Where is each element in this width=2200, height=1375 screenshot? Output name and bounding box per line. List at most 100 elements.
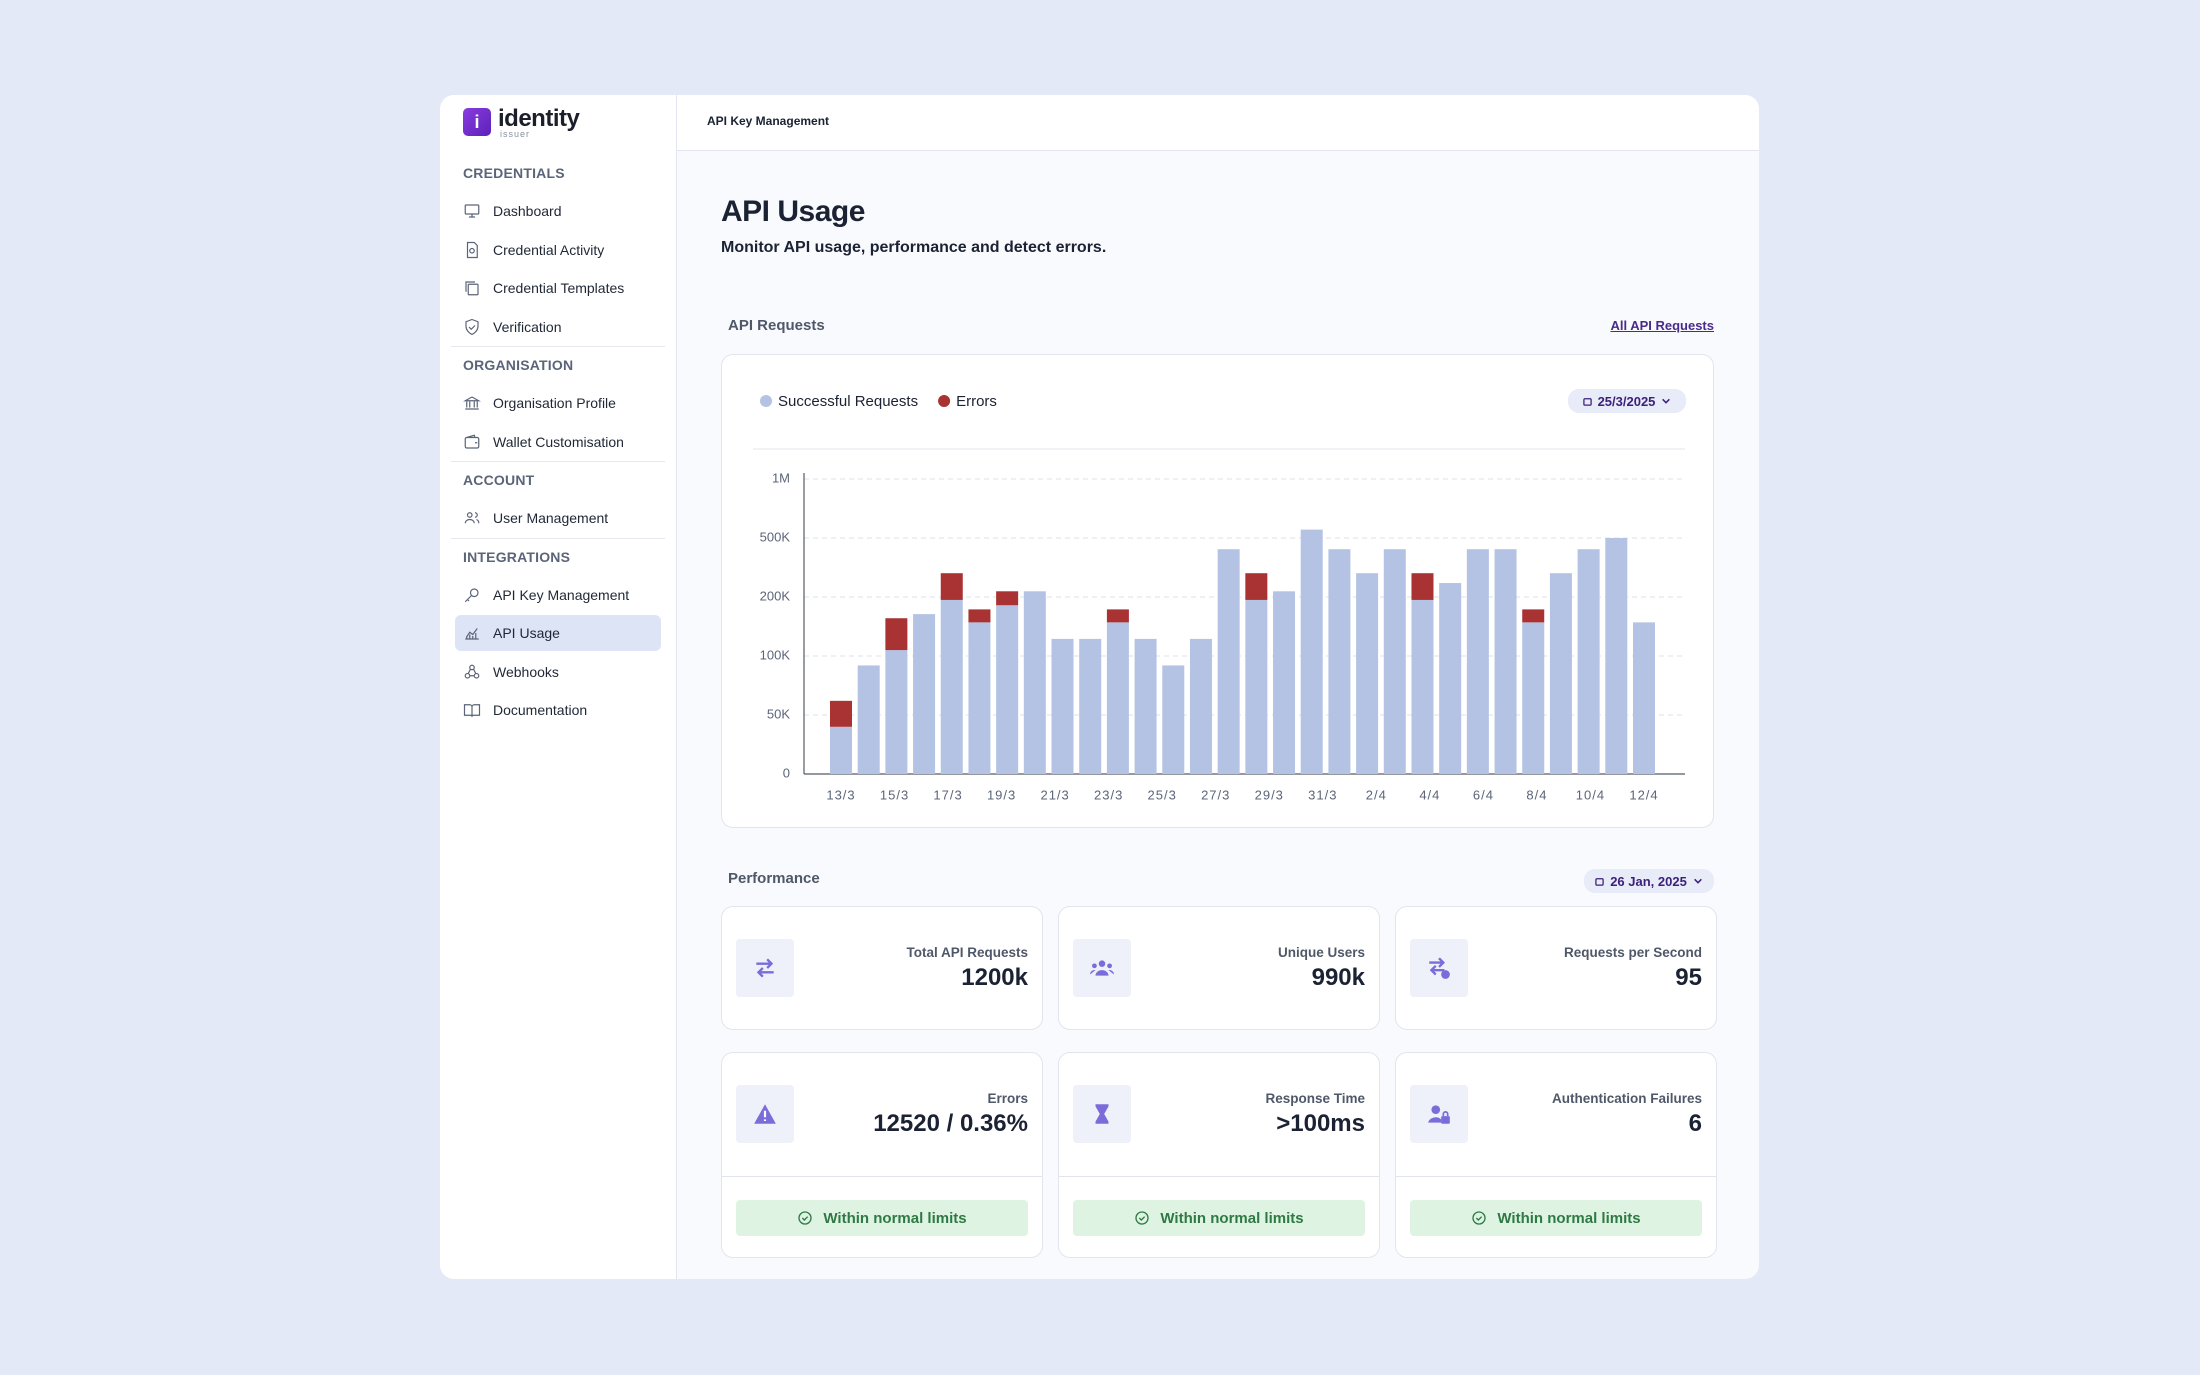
bar-segment: [1162, 665, 1185, 774]
nav-item[interactable]: User Management: [463, 508, 608, 528]
nav-label: Organisation Profile: [493, 395, 616, 411]
y-tick-label: 1M: [772, 470, 790, 485]
divider: [1059, 1176, 1379, 1177]
page-title: API Usage: [721, 195, 865, 228]
status-text: Within normal limits: [1160, 1209, 1304, 1227]
bar-segment: [1106, 622, 1129, 774]
y-tick-label: 200K: [760, 588, 791, 603]
x-tick-label: 29/3: [1255, 787, 1284, 802]
metric-value: 95: [1675, 964, 1702, 991]
check-icon: [1472, 1211, 1487, 1225]
check-icon: [798, 1211, 813, 1225]
section-title: INTEGRATIONS: [463, 548, 571, 565]
bar-segment: [1605, 538, 1628, 774]
nav-item[interactable]: Credential Templates: [463, 278, 624, 298]
nav-label: API Usage: [493, 625, 560, 641]
bar-segment: [830, 726, 852, 774]
bar-segment: [1051, 638, 1074, 774]
metric-label: Total API Requests: [906, 945, 1028, 960]
bar-segment: [1549, 573, 1572, 774]
bar-segment: [1217, 549, 1240, 774]
x-tick-label: 21/3: [1040, 787, 1069, 802]
x-tick-label: 23/3: [1094, 787, 1123, 802]
nav-item[interactable]: Dashboard: [463, 201, 562, 221]
nav-item[interactable]: Verification: [463, 317, 561, 337]
nav-icon: [464, 434, 480, 449]
divider: [722, 1176, 1042, 1177]
nav-item[interactable]: Documentation: [463, 700, 587, 720]
metric-label: Unique Users: [1277, 945, 1365, 960]
bar-segment: [940, 599, 963, 774]
nav-item[interactable]: Wallet Customisation: [463, 432, 624, 452]
bar-segment: [830, 700, 852, 727]
x-tick-label: 8/4: [1526, 787, 1547, 802]
nav-label: Webhooks: [493, 663, 559, 680]
date-picker[interactable]: 25/3/2025: [1568, 389, 1686, 413]
metric-label: Errors: [987, 1091, 1028, 1106]
legend-label: Errors: [956, 393, 997, 410]
status-text: Within normal limits: [823, 1209, 967, 1227]
bar-segment: [1494, 549, 1517, 774]
nav-icon: [465, 318, 479, 335]
metric-icon: [1095, 1104, 1109, 1124]
nav-icon: [464, 512, 480, 524]
bar-segment: [1134, 638, 1157, 774]
legend-marker: [938, 395, 951, 407]
bar-segment: [913, 614, 936, 774]
divider: [451, 461, 665, 462]
chevron: [1693, 878, 1702, 884]
nav-label: Documentation: [493, 702, 588, 718]
nav-icon: [465, 628, 479, 640]
bar-segment: [1273, 591, 1296, 774]
check-icon: [1135, 1211, 1150, 1225]
x-tick-label: 10/4: [1576, 787, 1605, 802]
bar-segment: [996, 591, 1019, 606]
metric-value: 990k: [1311, 964, 1365, 991]
status-badge: Within normal limits: [1410, 1200, 1702, 1236]
all-requests-link[interactable]: All API Requests: [1610, 318, 1714, 333]
top-bar: API Key Management: [677, 95, 1759, 151]
section-title: CREDENTIALS: [463, 165, 565, 181]
metric-icon: [1428, 1105, 1450, 1124]
active-highlight: [455, 615, 661, 651]
nav-item[interactable]: API Usage: [463, 623, 560, 643]
x-tick-label: 15/3: [880, 787, 909, 802]
nav-item[interactable]: Organisation Profile: [463, 393, 616, 413]
nav-item[interactable]: Credential Activity: [463, 240, 604, 260]
date-label: 25/3/2025: [1597, 393, 1656, 409]
bar-segment: [1023, 591, 1046, 774]
bar-segment: [1411, 573, 1434, 600]
nav-label: Credential Templates: [493, 280, 625, 296]
metric-value: 1200k: [961, 964, 1028, 991]
nav-item[interactable]: Webhooks: [463, 662, 559, 682]
nav-icon: [465, 281, 479, 296]
chart-panel: 25/3/2025 Successful Requests Errors 0 50K 1…: [721, 354, 1714, 828]
bar-segment: [968, 622, 991, 774]
date-picker[interactable]: 26 Jan, 2025: [1584, 869, 1714, 893]
section-title: ORGANISATION: [463, 357, 574, 373]
x-tick-label: 17/3: [933, 787, 962, 802]
page-subtitle: Monitor API usage, performance and detec…: [721, 239, 1107, 256]
metric-icon: [1090, 960, 1114, 976]
nav-item[interactable]: API Key Management: [463, 585, 629, 605]
bar-segment: [1079, 638, 1102, 774]
divider: [1396, 1176, 1716, 1177]
nav-label: User Management: [493, 510, 609, 526]
chevron: [1662, 398, 1671, 404]
metric-icon-box: [736, 939, 794, 997]
metric-label: Requests per Second: [1563, 945, 1702, 960]
nav-icon: [463, 396, 481, 410]
bar-segment: [1522, 609, 1545, 623]
bar-segment: [1356, 573, 1379, 774]
y-tick-label: 100K: [760, 647, 791, 662]
metric-card: Unique Users 990k: [1058, 906, 1380, 1030]
metric-label: Response Time: [1265, 1091, 1365, 1106]
y-tick-label: 50K: [767, 706, 790, 721]
metric-label: Authentication Failures: [1551, 1091, 1702, 1106]
bar-segment: [885, 650, 908, 774]
x-tick-label: 25/3: [1148, 787, 1177, 802]
divider: [451, 537, 665, 539]
calendar-icon: [1582, 397, 1592, 406]
logo-mark: i: [463, 108, 491, 136]
